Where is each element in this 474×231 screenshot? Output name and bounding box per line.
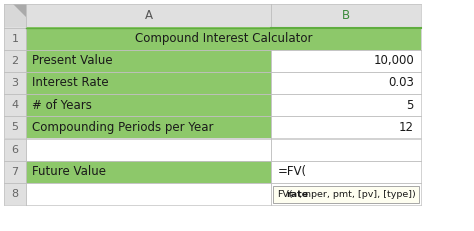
Text: 0.03: 0.03 <box>388 76 414 89</box>
Text: 10,000: 10,000 <box>373 54 414 67</box>
Text: , nper, pmt, [pv], [type]): , nper, pmt, [pv], [type]) <box>300 190 416 199</box>
Bar <box>4 139 26 161</box>
Bar <box>271 72 421 94</box>
Bar <box>26 27 421 50</box>
Bar <box>4 183 26 205</box>
Bar <box>4 94 26 116</box>
Bar <box>26 161 271 183</box>
Bar <box>271 50 421 72</box>
Text: 5: 5 <box>407 99 414 112</box>
Text: 12: 12 <box>399 121 414 134</box>
Bar <box>271 94 421 116</box>
Text: A: A <box>145 9 153 22</box>
Text: 3: 3 <box>11 78 18 88</box>
Text: 2: 2 <box>11 56 18 66</box>
Bar <box>26 116 271 139</box>
Text: rate: rate <box>286 190 308 199</box>
Bar <box>4 116 26 139</box>
Text: 8: 8 <box>11 189 18 199</box>
Text: Interest Rate: Interest Rate <box>32 76 109 89</box>
Text: Future Value: Future Value <box>32 165 106 178</box>
Bar <box>26 72 271 94</box>
Bar <box>4 72 26 94</box>
Bar <box>26 50 271 72</box>
Bar <box>273 185 419 203</box>
Text: 6: 6 <box>11 145 18 155</box>
Text: 5: 5 <box>11 122 18 132</box>
Bar <box>4 4 26 27</box>
Text: Present Value: Present Value <box>32 54 113 67</box>
Bar <box>271 161 421 183</box>
Bar <box>271 139 421 161</box>
Text: FV(: FV( <box>277 190 292 199</box>
Bar <box>4 50 26 72</box>
Text: 7: 7 <box>11 167 18 177</box>
Text: Compounding Periods per Year: Compounding Periods per Year <box>32 121 213 134</box>
Bar <box>4 161 26 183</box>
Text: B: B <box>342 9 350 22</box>
Text: 1: 1 <box>11 33 18 44</box>
Text: Compound Interest Calculator: Compound Interest Calculator <box>135 32 312 45</box>
Text: # of Years: # of Years <box>32 99 92 112</box>
Bar <box>271 116 421 139</box>
Bar <box>271 4 421 27</box>
Bar <box>4 27 26 50</box>
Bar <box>26 183 271 205</box>
Bar <box>26 4 271 27</box>
Bar <box>26 139 271 161</box>
Bar <box>271 183 421 205</box>
Bar <box>26 94 271 116</box>
Text: =FV(: =FV( <box>278 165 307 178</box>
Text: 4: 4 <box>11 100 18 110</box>
Polygon shape <box>13 4 26 17</box>
